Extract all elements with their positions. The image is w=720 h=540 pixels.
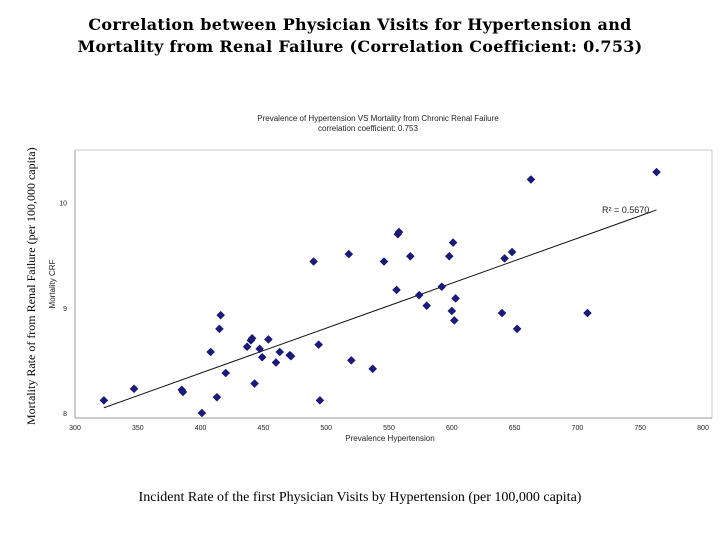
- x-tick-label: 800: [697, 425, 709, 432]
- data-point: [497, 308, 507, 318]
- x-tick-label: 300: [69, 425, 81, 432]
- data-point: [451, 293, 460, 303]
- data-point: [379, 257, 389, 266]
- slide-title-line-1: Correlation between Physician Visits for…: [88, 15, 632, 34]
- x-tick-label: 550: [383, 425, 395, 432]
- y-tick-label: 9: [63, 306, 67, 313]
- data-point: [215, 324, 224, 334]
- trendline: [103, 209, 657, 409]
- data-point: [507, 247, 517, 257]
- data-point: [271, 358, 281, 367]
- data-point: [448, 238, 458, 247]
- data-point: [437, 282, 447, 292]
- x-tick-label: 400: [195, 425, 207, 432]
- data-point: [526, 175, 536, 184]
- data-point: [275, 347, 285, 357]
- data-point: [447, 306, 457, 316]
- data-point: [257, 352, 267, 362]
- data-point: [500, 254, 509, 263]
- chart-subtitle: correlation coefficient: 0.753: [318, 124, 418, 133]
- data-point: [315, 396, 325, 405]
- x-tick-label: 500: [320, 425, 332, 432]
- data-point: [444, 251, 454, 261]
- data-point: [583, 308, 592, 318]
- data-point: [255, 344, 264, 354]
- slide-title: Correlation between Physician Visits for…: [40, 14, 680, 58]
- data-point: [512, 324, 522, 334]
- data-point: [221, 368, 231, 378]
- x-tick-label: 350: [132, 425, 144, 432]
- x-tick-label: 650: [509, 425, 521, 432]
- data-point: [286, 351, 296, 361]
- data-point: [197, 408, 207, 418]
- data-point: [344, 249, 354, 259]
- slide-title-line-2: Mortality from Renal Failure (Correlatio…: [77, 37, 643, 56]
- x-tick-label: 750: [634, 425, 646, 432]
- data-point: [129, 384, 139, 394]
- slide-x-axis-label: Incident Rate of the first Physician Vis…: [138, 490, 582, 505]
- data-point: [314, 340, 324, 349]
- data-point: [414, 290, 424, 300]
- data-point: [178, 387, 188, 397]
- data-point: [206, 347, 216, 357]
- data-point: [422, 301, 432, 311]
- data-point: [212, 392, 222, 402]
- data-point: [346, 356, 356, 365]
- chart-y-axis-label: Mortality CRF: [48, 259, 57, 308]
- data-point: [309, 257, 318, 266]
- chart-x-axis-label: Prevalence Hypertension: [345, 434, 434, 443]
- chart-title: Prevalence of Hypertension VS Mortality …: [257, 114, 499, 123]
- x-tick-label: 450: [258, 425, 270, 432]
- data-point: [264, 335, 273, 344]
- data-point: [250, 379, 259, 388]
- x-tick-label: 700: [572, 425, 584, 432]
- data-point: [216, 310, 226, 320]
- data-point: [392, 285, 401, 295]
- data-point: [405, 251, 415, 261]
- data-point: [368, 364, 378, 374]
- data-point: [449, 316, 459, 325]
- data-point: [99, 396, 109, 405]
- y-tick-label: 10: [59, 201, 67, 208]
- data-point: [394, 227, 404, 237]
- r-squared-label: R² = 0.5670: [602, 205, 649, 215]
- data-point: [247, 333, 257, 343]
- y-tick-label: 8: [63, 411, 67, 418]
- data-point: [652, 167, 661, 177]
- data-point: [242, 342, 252, 352]
- x-tick-label: 600: [446, 425, 458, 432]
